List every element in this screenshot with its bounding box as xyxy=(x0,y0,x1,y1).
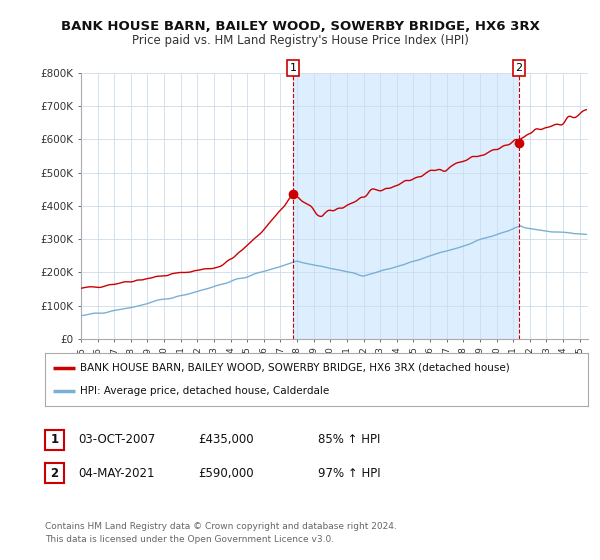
Text: 2: 2 xyxy=(515,63,523,73)
Text: £435,000: £435,000 xyxy=(198,433,254,446)
Text: BANK HOUSE BARN, BAILEY WOOD, SOWERBY BRIDGE, HX6 3RX (detached house): BANK HOUSE BARN, BAILEY WOOD, SOWERBY BR… xyxy=(80,363,510,373)
Text: Contains HM Land Registry data © Crown copyright and database right 2024.
This d: Contains HM Land Registry data © Crown c… xyxy=(45,522,397,544)
Text: 2: 2 xyxy=(50,466,59,480)
Text: HPI: Average price, detached house, Calderdale: HPI: Average price, detached house, Cald… xyxy=(80,386,329,396)
Text: 03-OCT-2007: 03-OCT-2007 xyxy=(78,433,155,446)
Text: Price paid vs. HM Land Registry's House Price Index (HPI): Price paid vs. HM Land Registry's House … xyxy=(131,34,469,46)
Text: 1: 1 xyxy=(289,63,296,73)
Text: BANK HOUSE BARN, BAILEY WOOD, SOWERBY BRIDGE, HX6 3RX: BANK HOUSE BARN, BAILEY WOOD, SOWERBY BR… xyxy=(61,20,539,32)
Text: £590,000: £590,000 xyxy=(198,466,254,480)
Text: 04-MAY-2021: 04-MAY-2021 xyxy=(78,466,155,480)
Text: 85% ↑ HPI: 85% ↑ HPI xyxy=(318,433,380,446)
Text: 1: 1 xyxy=(50,433,59,446)
Bar xyxy=(293,73,519,339)
Text: 97% ↑ HPI: 97% ↑ HPI xyxy=(318,466,380,480)
